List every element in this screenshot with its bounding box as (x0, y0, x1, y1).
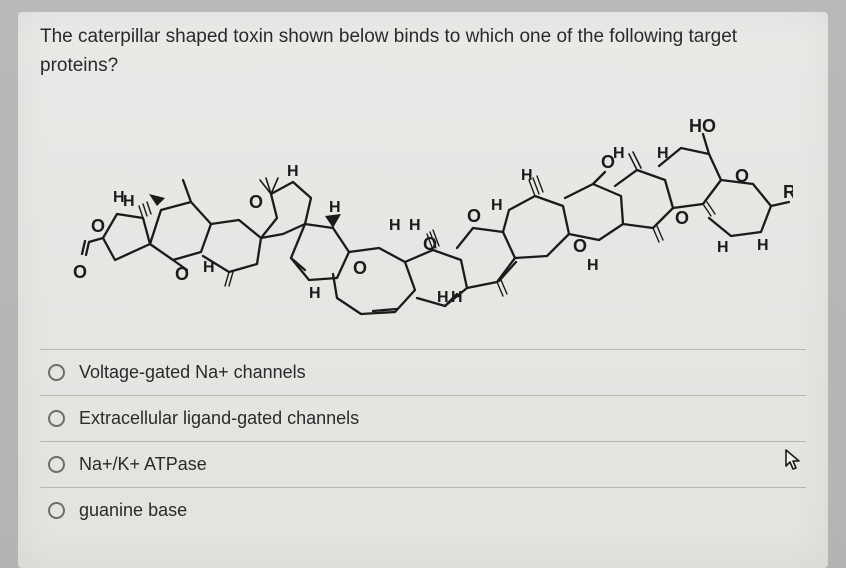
svg-text:O: O (467, 206, 481, 226)
svg-text:HO: HO (689, 116, 716, 136)
svg-text:H: H (389, 217, 401, 234)
svg-text:O: O (73, 262, 87, 282)
svg-text:H: H (657, 145, 669, 162)
svg-text:O: O (91, 216, 105, 236)
options-list: Voltage-gated Na+ channels Extracellular… (40, 349, 806, 529)
option-label: Extracellular ligand-gated channels (79, 408, 359, 429)
question-card: The caterpillar shaped toxin shown below… (18, 12, 828, 568)
molecule-svg: O O H O H O H H H O H H O H H O H (53, 102, 793, 332)
svg-text:H: H (287, 163, 299, 180)
svg-text:H: H (409, 217, 421, 234)
radio-icon (48, 364, 65, 381)
svg-text:H: H (521, 167, 533, 184)
svg-text:H: H (613, 145, 625, 162)
option-3[interactable]: guanine base (40, 487, 806, 529)
option-label: Voltage-gated Na+ channels (79, 362, 306, 383)
radio-icon (48, 456, 65, 473)
option-2[interactable]: Na+/K+ ATPase (40, 441, 806, 487)
svg-text:H: H (757, 237, 769, 254)
svg-text:O: O (249, 192, 263, 212)
svg-text:H: H (309, 285, 321, 302)
radio-icon (48, 502, 65, 519)
svg-text:H: H (717, 239, 729, 256)
svg-text:H: H (203, 259, 215, 276)
molecule-figure: O O H O H O H H H O H H O H H O H (40, 91, 806, 343)
option-label: guanine base (79, 500, 187, 521)
svg-text:H: H (113, 189, 125, 206)
question-text: The caterpillar shaped toxin shown below… (40, 18, 806, 81)
svg-text:O: O (735, 166, 749, 186)
svg-text:H: H (329, 199, 341, 216)
svg-text:O: O (573, 236, 587, 256)
svg-text:O: O (175, 264, 189, 284)
screen: The caterpillar shaped toxin shown below… (0, 0, 846, 568)
svg-text:H: H (451, 289, 463, 306)
svg-text:H: H (123, 193, 135, 210)
svg-text:O: O (423, 234, 437, 254)
option-1[interactable]: Extracellular ligand-gated channels (40, 395, 806, 441)
svg-text:H: H (491, 197, 503, 214)
option-0[interactable]: Voltage-gated Na+ channels (40, 349, 806, 395)
svg-text:R: R (783, 182, 793, 202)
svg-text:O: O (675, 208, 689, 228)
svg-text:O: O (353, 258, 367, 278)
radio-icon (48, 410, 65, 427)
option-label: Na+/K+ ATPase (79, 454, 207, 475)
svg-text:H: H (437, 289, 449, 306)
svg-text:H: H (587, 257, 599, 274)
